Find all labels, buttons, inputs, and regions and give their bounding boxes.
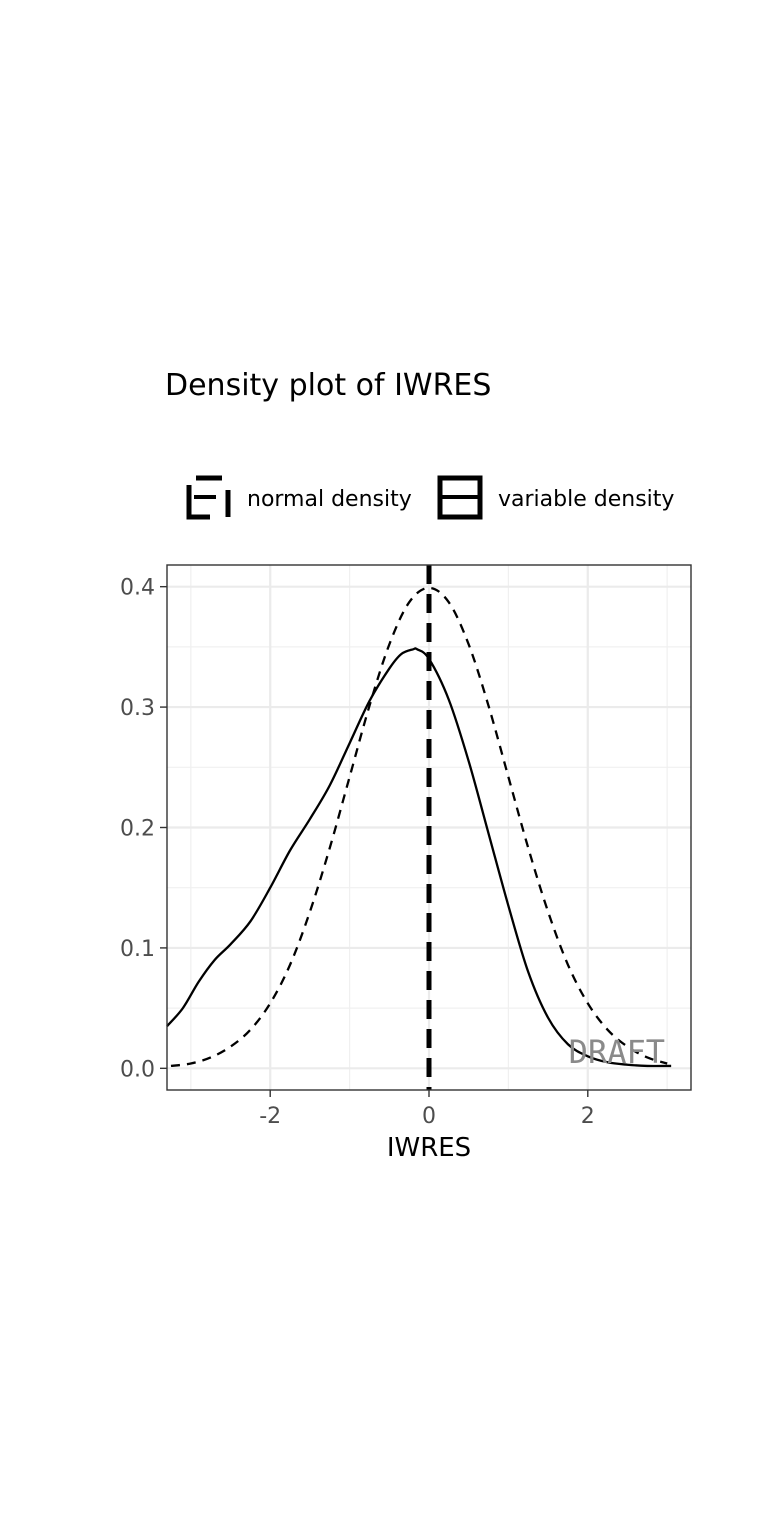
y-tick-label: 0.2	[120, 817, 155, 842]
x-axis-title: IWRES	[387, 1133, 471, 1163]
x-tick-label: -2	[259, 1104, 281, 1129]
y-tick-label: 0.3	[120, 696, 155, 721]
legend-label-variable-density: variable density	[498, 487, 674, 512]
series-line-variable-density	[166, 647, 672, 1068]
legend-key-variable-density	[437, 475, 483, 520]
x-tick-label: 0	[422, 1104, 436, 1129]
series-layer	[166, 586, 672, 1068]
watermark: DRAFT	[569, 1033, 665, 1071]
y-tick-label: 0.0	[120, 1057, 155, 1082]
x-axis: -2 0 2	[259, 1090, 595, 1129]
legend-key-normal-density	[186, 475, 231, 520]
y-tick-label: 0.1	[120, 937, 155, 962]
chart-title: Density plot of IWRES	[165, 368, 491, 403]
plot-area: DRAFT	[166, 564, 692, 1091]
legend-label-normal-density: normal density	[247, 487, 412, 512]
y-tick-label: 0.4	[120, 576, 155, 601]
y-axis: 0.0 0.1 0.2 0.3 0.4	[120, 576, 167, 1082]
legend: normal density variable density	[186, 475, 674, 520]
x-tick-label: 2	[581, 1104, 595, 1129]
series-line-normal-density	[170, 586, 668, 1068]
